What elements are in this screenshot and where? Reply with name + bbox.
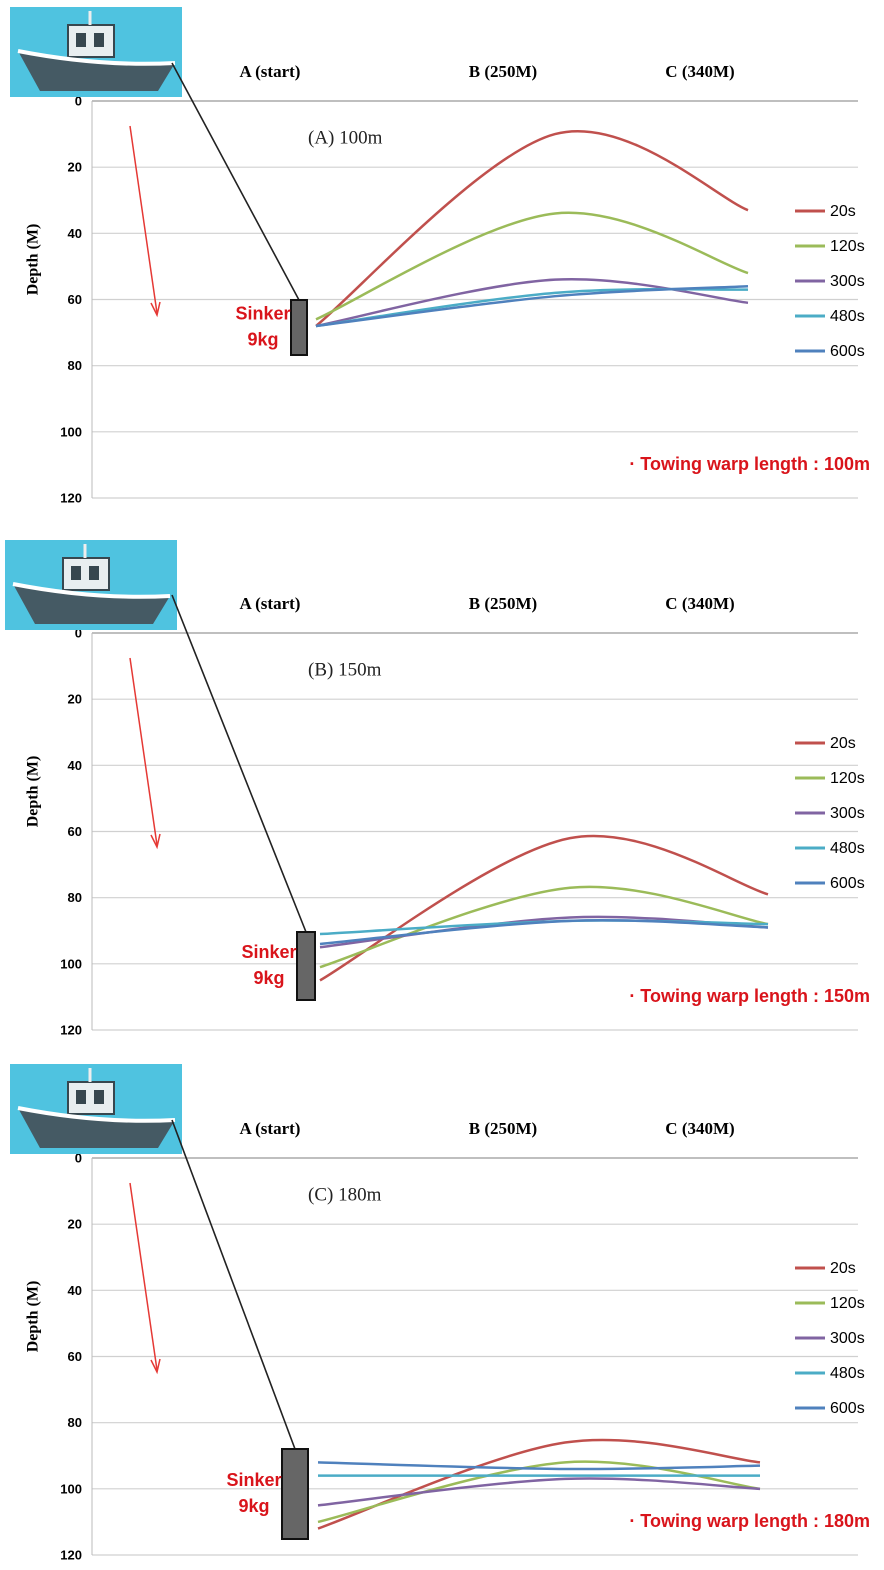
panel-title: (C) 180m (308, 1184, 382, 1205)
towing-warp (172, 1120, 295, 1449)
sink-arrow (130, 126, 157, 313)
figure: 020406080100120Depth (M)A (start)B (250M… (0, 0, 884, 1570)
legend-label: 120s (830, 1295, 865, 1312)
sinker (297, 932, 315, 1000)
y-tick-label: 80 (68, 890, 82, 905)
legend-label: 600s (830, 1400, 865, 1417)
boat (10, 7, 182, 97)
y-tick-label: 60 (68, 1349, 82, 1364)
boat (5, 540, 177, 630)
legend-label: 300s (830, 805, 865, 822)
y-tick-label: 60 (68, 292, 82, 307)
legend-label: 120s (830, 238, 865, 255)
y-tick-label: 80 (68, 1415, 82, 1430)
sinker-label: Sinker (241, 942, 296, 962)
category-label: A (start) (240, 1119, 301, 1138)
legend-label: 300s (830, 273, 865, 290)
category-label: C (340M) (665, 62, 734, 81)
y-tick-label: 80 (68, 358, 82, 373)
sinker-label: Sinker (235, 303, 290, 323)
category-label: B (250M) (469, 594, 537, 613)
warp-note: · Towing warp length : 180m (629, 1511, 870, 1531)
sinker-weight: 9kg (238, 1496, 269, 1516)
legend-label: 480s (830, 1365, 865, 1382)
series-line (316, 289, 748, 326)
legend-label: 20s (830, 1260, 856, 1277)
category-label: B (250M) (469, 1119, 537, 1138)
legend-label: 120s (830, 770, 865, 787)
y-axis-label: Depth (M) (25, 1281, 42, 1353)
y-axis-label: Depth (M) (25, 756, 42, 828)
window (89, 566, 99, 580)
category-label: A (start) (240, 594, 301, 613)
sink-arrow (130, 658, 157, 845)
y-tick-label: 60 (68, 824, 82, 839)
towing-warp (172, 63, 299, 300)
legend-label: 600s (830, 875, 865, 892)
category-label: C (340M) (665, 594, 734, 613)
category-label: B (250M) (469, 62, 537, 81)
window (94, 33, 104, 47)
series-line (320, 836, 768, 980)
y-tick-label: 40 (68, 1283, 82, 1298)
legend-label: 480s (830, 840, 865, 857)
legend-label: 480s (830, 308, 865, 325)
y-axis-label: Depth (M) (25, 224, 42, 296)
sink-arrow (130, 1183, 157, 1370)
cabin (63, 558, 109, 590)
panel-title: (B) 150m (308, 659, 382, 680)
series-line (320, 920, 768, 944)
y-tick-label: 100 (60, 1481, 82, 1496)
window (76, 1090, 86, 1104)
y-tick-label: 120 (60, 1547, 82, 1562)
cabin (68, 25, 114, 57)
series-line (316, 131, 748, 326)
warp-note: · Towing warp length : 100m (629, 454, 870, 474)
window (71, 566, 81, 580)
legend-label: 20s (830, 203, 856, 220)
y-tick-label: 40 (68, 226, 82, 241)
warp-note: · Towing warp length : 150m (629, 986, 870, 1006)
legend-label: 600s (830, 343, 865, 360)
y-tick-label: 20 (68, 1217, 82, 1232)
category-label: A (start) (240, 62, 301, 81)
panel-title: (A) 100m (308, 127, 383, 148)
sinker-label: Sinker (226, 1470, 281, 1490)
legend-label: 20s (830, 735, 856, 752)
y-tick-label: 100 (60, 956, 82, 971)
window (94, 1090, 104, 1104)
y-tick-label: 100 (60, 424, 82, 439)
sinker (282, 1449, 308, 1539)
series-line (320, 887, 768, 967)
cabin (68, 1082, 114, 1114)
sinker-weight: 9kg (253, 968, 284, 988)
y-tick-label: 120 (60, 1022, 82, 1037)
window (76, 33, 86, 47)
y-tick-label: 20 (68, 692, 82, 707)
y-tick-label: 120 (60, 490, 82, 505)
sinker (291, 300, 307, 355)
towing-warp (172, 595, 306, 932)
boat (10, 1064, 182, 1154)
y-tick-label: 20 (68, 160, 82, 175)
y-tick-label: 40 (68, 758, 82, 773)
sinker-weight: 9kg (247, 329, 278, 349)
category-label: C (340M) (665, 1119, 734, 1138)
legend-label: 300s (830, 1330, 865, 1347)
